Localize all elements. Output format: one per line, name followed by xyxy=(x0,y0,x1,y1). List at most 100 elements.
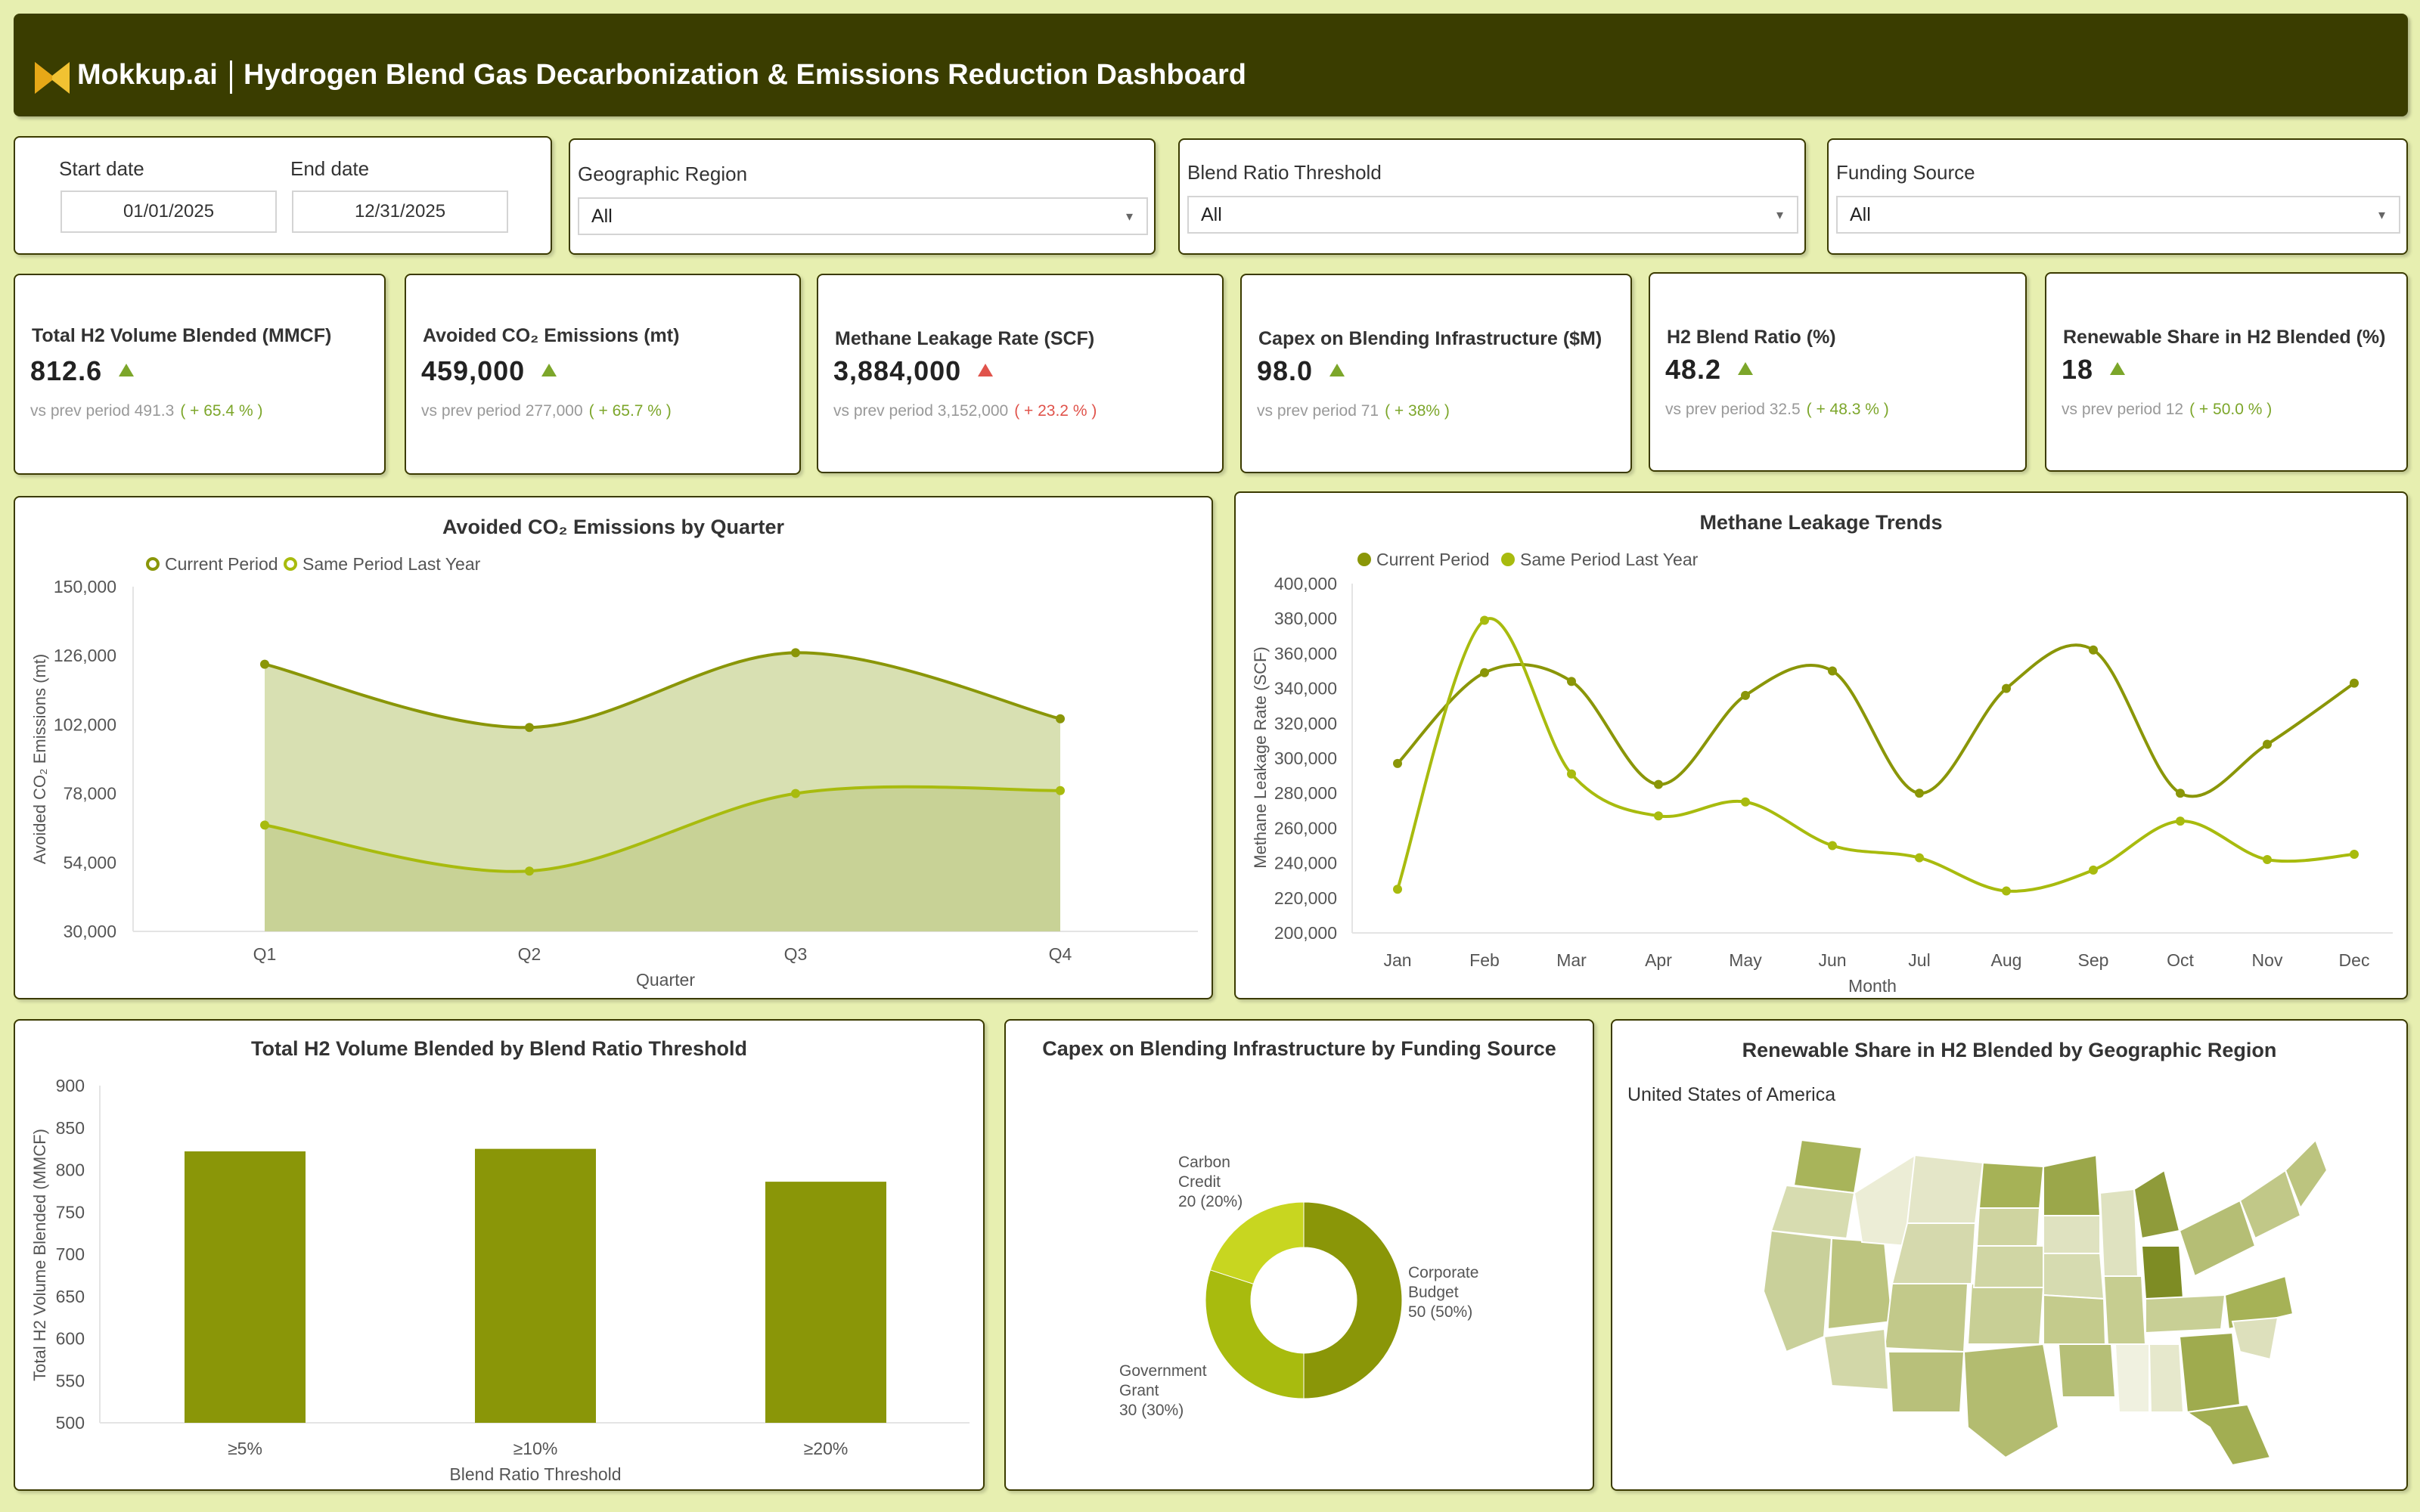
dashboard-header: Mokkup.ai Hydrogen Blend Gas Decarboniza… xyxy=(14,14,2408,116)
data-point xyxy=(1567,769,1576,779)
map-state xyxy=(1966,1282,2045,1345)
x-tick-label: ≥20% xyxy=(804,1439,849,1458)
data-point xyxy=(1567,677,1576,686)
y-tick-label: 550 xyxy=(56,1371,85,1390)
donut-slice xyxy=(1303,1201,1403,1399)
map-state xyxy=(1762,1229,1833,1353)
map-state xyxy=(1883,1283,1969,1353)
y-tick-label: 102,000 xyxy=(54,714,116,734)
y-tick-label: 750 xyxy=(56,1202,85,1222)
slice-label: 50 (50%) xyxy=(1408,1303,1472,1321)
map-state xyxy=(2178,1331,2242,1414)
blend-filter-card: Blend Ratio Threshold All ▾ xyxy=(1178,138,1806,255)
region-select-value: All xyxy=(591,206,613,227)
region-filter-card: Geographic Region All ▾ xyxy=(569,138,1156,255)
y-tick-label: 78,000 xyxy=(64,784,116,804)
start-date-label: Start date xyxy=(59,157,144,180)
map-state xyxy=(2102,1275,2147,1345)
y-tick-label: 30,000 xyxy=(64,922,116,941)
kpi-title: Avoided CO₂ Emissions (mt) xyxy=(423,325,680,346)
x-tick-label: Apr xyxy=(1645,950,1672,970)
region-filter-label: Geographic Region xyxy=(578,163,748,185)
y-tick-label: 200,000 xyxy=(1274,923,1337,943)
trend-up-icon xyxy=(119,364,135,376)
blend-select[interactable]: All ▾ xyxy=(1187,196,1798,234)
h2-volume-bar-chart: 500 550 600 650 700 750 800 850 900 ≥5% ≥10% ≥20% Bl… xyxy=(30,1076,970,1484)
funding-select[interactable]: All ▾ xyxy=(1836,196,2400,234)
kpi-change: ( + 50.0 % ) xyxy=(2189,401,2273,418)
slice-label: Credit xyxy=(1178,1173,1221,1191)
region-select[interactable]: All ▾ xyxy=(578,197,1148,235)
x-tick-label: Jul xyxy=(1908,950,1930,970)
kpi-card-blend-ratio: H2 Blend Ratio (%) 48.2 vs prev period 3… xyxy=(1649,272,2027,472)
x-tick-label: ≥10% xyxy=(513,1439,558,1458)
data-point xyxy=(1654,779,1663,789)
series-line xyxy=(264,651,1061,730)
end-date-input[interactable]: 12/31/2025 xyxy=(292,191,508,233)
map-state xyxy=(2284,1139,2328,1210)
kpi-title: Total H2 Volume Blended (MMCF) xyxy=(32,325,332,346)
kpi-change: ( + 65.4 % ) xyxy=(180,402,263,420)
donut-slice xyxy=(1209,1201,1305,1284)
start-date-input[interactable]: 01/01/2025 xyxy=(60,191,277,233)
series-line xyxy=(264,785,1061,873)
map-subtitle: United States of America xyxy=(1627,1084,1836,1105)
slice-label: 30 (30%) xyxy=(1119,1402,1184,1419)
kpi-change: ( + 48.3 % ) xyxy=(1806,401,1889,418)
x-tick-label: Nov xyxy=(2252,950,2283,970)
chart-title: Capex on Blending Infrastructure by Fund… xyxy=(1042,1037,1556,1060)
y-tick-label: 600 xyxy=(56,1329,85,1349)
data-point xyxy=(2002,683,2011,693)
kpi-title: Renewable Share in H2 Blended (%) xyxy=(2063,327,2386,348)
legend-label: Current Period xyxy=(165,554,278,574)
y-tick-label: 320,000 xyxy=(1274,714,1337,733)
map-state xyxy=(2223,1275,2294,1331)
bar xyxy=(185,1151,306,1423)
y-tick-label: 220,000 xyxy=(1274,888,1337,908)
x-tick-label: Feb xyxy=(1469,950,1500,970)
map-state xyxy=(2043,1215,2101,1254)
co2-area-chart: 30,000 54,000 78,000 102,000 126,000 150,000 Q… xyxy=(30,554,1198,990)
date-filter-card: Start date 01/01/2025 End date 12/31/202… xyxy=(14,136,552,255)
data-point xyxy=(1915,789,1924,798)
trend-up-icon xyxy=(978,364,994,376)
brand-name: Mokkup.ai xyxy=(77,59,218,91)
series-line xyxy=(1396,643,2356,798)
kpi-value: 48.2 xyxy=(1665,354,1754,386)
map-state xyxy=(2178,1199,2257,1278)
x-tick-label: ≥5% xyxy=(228,1439,262,1458)
x-tick-label: Q4 xyxy=(1049,944,1072,964)
kpi-title: Methane Leakage Rate (SCF) xyxy=(835,328,1095,349)
data-point xyxy=(260,820,269,830)
y-tick-label: 700 xyxy=(56,1244,85,1264)
header-divider xyxy=(230,60,232,94)
y-tick-label: 850 xyxy=(56,1118,85,1138)
map-state xyxy=(1887,1351,1965,1413)
legend-label: Current Period xyxy=(1376,550,1490,569)
y-tick-label: 240,000 xyxy=(1274,854,1337,873)
kpi-value: 459,000 xyxy=(421,355,557,387)
legend-label: Same Period Last Year xyxy=(302,554,481,574)
x-tick-label: Jun xyxy=(1818,950,1846,970)
x-tick-label: Q3 xyxy=(784,944,808,964)
kpi-comparison: vs prev period 32.5( + 48.3 % ) xyxy=(1665,401,1889,418)
slice-label: Budget xyxy=(1408,1284,1459,1301)
kpi-comparison: vs prev period 71( + 38% ) xyxy=(1257,402,1450,420)
y-tick-label: 54,000 xyxy=(64,853,116,872)
map-state xyxy=(2133,1169,2181,1240)
y-tick-label: 900 xyxy=(56,1076,85,1095)
kpi-comparison: vs prev period 3,152,000( + 23.2 % ) xyxy=(833,402,1097,420)
x-tick-label: Oct xyxy=(2167,950,2194,970)
data-point xyxy=(1915,853,1924,863)
bar xyxy=(475,1148,596,1423)
co2-chart-card: Avoided CO₂ Emissions by Quarter 30,000 5… xyxy=(14,496,1213,999)
map-state xyxy=(2185,1403,2272,1467)
capex-donut-chart: Corporate Budget 50 (50%) Government Grant 30… xyxy=(1119,1154,1478,1419)
usa-choropleth-map[interactable] xyxy=(1756,1125,2331,1473)
data-point xyxy=(1393,885,1402,894)
trend-up-icon xyxy=(541,364,557,376)
data-point xyxy=(2350,850,2359,860)
map-state xyxy=(1906,1154,1984,1224)
x-tick-label: May xyxy=(1729,950,1762,970)
kpi-card-capex: Capex on Blending Infrastructure ($M) 98… xyxy=(1240,274,1632,473)
